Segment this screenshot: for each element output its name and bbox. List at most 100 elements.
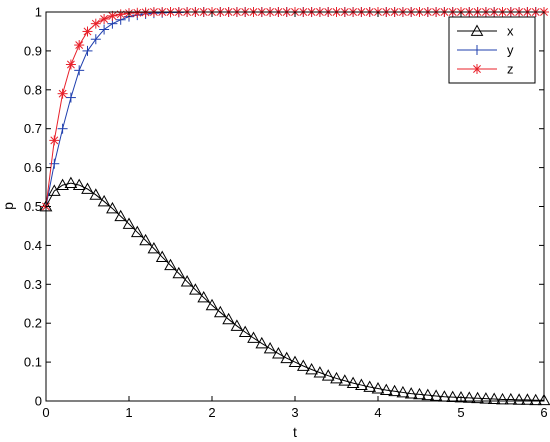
y-tick-label: 1 — [35, 5, 42, 20]
axis-ticks: 0 1 2 3 4 5 6 0 0.1 0.2 0.3 0.4 0.5 0.6 0.7 0.8 0.9 1 — [24, 5, 548, 421]
series-x-point — [330, 371, 343, 384]
series-x-point — [139, 233, 152, 246]
series-x-point — [462, 391, 476, 403]
series-z-point — [99, 14, 110, 25]
series-x-point — [429, 389, 443, 401]
series-x-point — [338, 374, 352, 386]
x-tick-label: 3 — [291, 405, 298, 420]
series-x-point — [496, 392, 509, 405]
y-tick-label: 0.3 — [24, 277, 42, 292]
series-x-point — [147, 241, 161, 254]
legend-label: x — [507, 24, 514, 39]
x-tick-label: 6 — [540, 405, 547, 420]
series-x-point — [263, 341, 277, 354]
series-x-point — [189, 283, 202, 295]
series-x-point — [205, 298, 219, 311]
y-axis-label: p — [0, 202, 16, 210]
series-x-point — [446, 390, 460, 403]
series-z-point — [90, 18, 101, 29]
series-x-point — [272, 347, 285, 359]
legend-marker — [472, 64, 482, 74]
series-x-point — [56, 178, 69, 191]
series-y-point — [90, 34, 101, 45]
series-x-point — [72, 178, 86, 191]
series-x-point — [81, 182, 94, 194]
series-x-point — [230, 319, 244, 331]
legend: xyz — [448, 16, 536, 84]
series-x-point — [197, 290, 211, 303]
series-x-point — [280, 351, 294, 364]
y-tick-label: 0 — [35, 394, 42, 409]
series-x-point — [114, 209, 128, 222]
series-x-point — [346, 376, 360, 389]
series-z-point — [115, 9, 126, 20]
series-z-point — [49, 135, 60, 146]
series-z-point — [107, 10, 118, 21]
series-x-point — [363, 380, 377, 392]
series-x-point — [305, 362, 318, 375]
series-x-point — [379, 383, 393, 396]
y-tick-label: 0.7 — [24, 121, 42, 136]
series-x-point — [255, 336, 269, 349]
series-z-point — [132, 7, 143, 18]
x-tick-label: 1 — [125, 405, 132, 420]
legend-entry-x: x — [457, 24, 514, 39]
series-x-point — [371, 382, 385, 394]
x-tick-label: 0 — [42, 405, 49, 420]
series-x-point — [355, 378, 368, 390]
series-x-point — [413, 387, 426, 400]
series-x-point — [512, 393, 526, 405]
y-tick-label: 0.9 — [24, 43, 42, 58]
series-y-point — [57, 123, 68, 134]
series-z-point — [82, 26, 93, 37]
legend-entry-z: z — [457, 62, 514, 77]
y-tick-label: 0.5 — [24, 199, 42, 214]
series-x-point — [64, 176, 78, 189]
legend-label: z — [507, 62, 514, 77]
series-x-point — [404, 387, 418, 399]
series-x-point — [155, 250, 169, 262]
series-y-point — [82, 45, 93, 56]
series-z-point — [65, 59, 76, 70]
series-x-point — [172, 266, 186, 279]
series-x-point — [47, 184, 61, 196]
series-x-point — [504, 392, 518, 405]
series-x-point — [421, 388, 435, 401]
series-y-point — [99, 24, 110, 35]
series-x-point — [122, 217, 136, 229]
series-x-point — [388, 384, 401, 397]
x-tick-label: 5 — [457, 405, 464, 420]
y-tick-label: 0.1 — [24, 355, 42, 370]
legend-marker — [470, 24, 484, 36]
x-axis-label: t — [293, 424, 297, 440]
series-x-point — [537, 393, 550, 406]
series-x-point — [321, 369, 335, 381]
series-x-point — [89, 188, 103, 200]
series-x-point — [97, 194, 111, 207]
series-y-point — [74, 65, 85, 76]
series-x-point — [454, 390, 468, 403]
series-x-point — [180, 275, 194, 287]
legend-entry-y: y — [457, 43, 514, 58]
y-tick-label: 0.4 — [24, 238, 42, 253]
series-z-point — [74, 40, 85, 51]
series-x-point — [479, 392, 493, 404]
series-x-point — [521, 393, 534, 405]
series-x-point — [396, 385, 410, 398]
y-tick-label: 0.2 — [24, 316, 42, 331]
series-x-point — [529, 393, 543, 406]
series-y-point — [65, 92, 76, 103]
legend-label: y — [507, 43, 514, 58]
series-x-point — [130, 225, 144, 238]
series-x-point — [106, 201, 119, 214]
y-tick-label: 0.6 — [24, 160, 42, 175]
series-x-point — [487, 392, 501, 404]
series-x-point — [471, 391, 484, 404]
legend-marker — [472, 45, 482, 55]
series-x-point — [313, 366, 327, 378]
series-x-point — [296, 359, 310, 371]
series-z-point — [57, 88, 68, 99]
series-x-point — [238, 325, 252, 338]
x-tick-label: 2 — [208, 405, 215, 420]
